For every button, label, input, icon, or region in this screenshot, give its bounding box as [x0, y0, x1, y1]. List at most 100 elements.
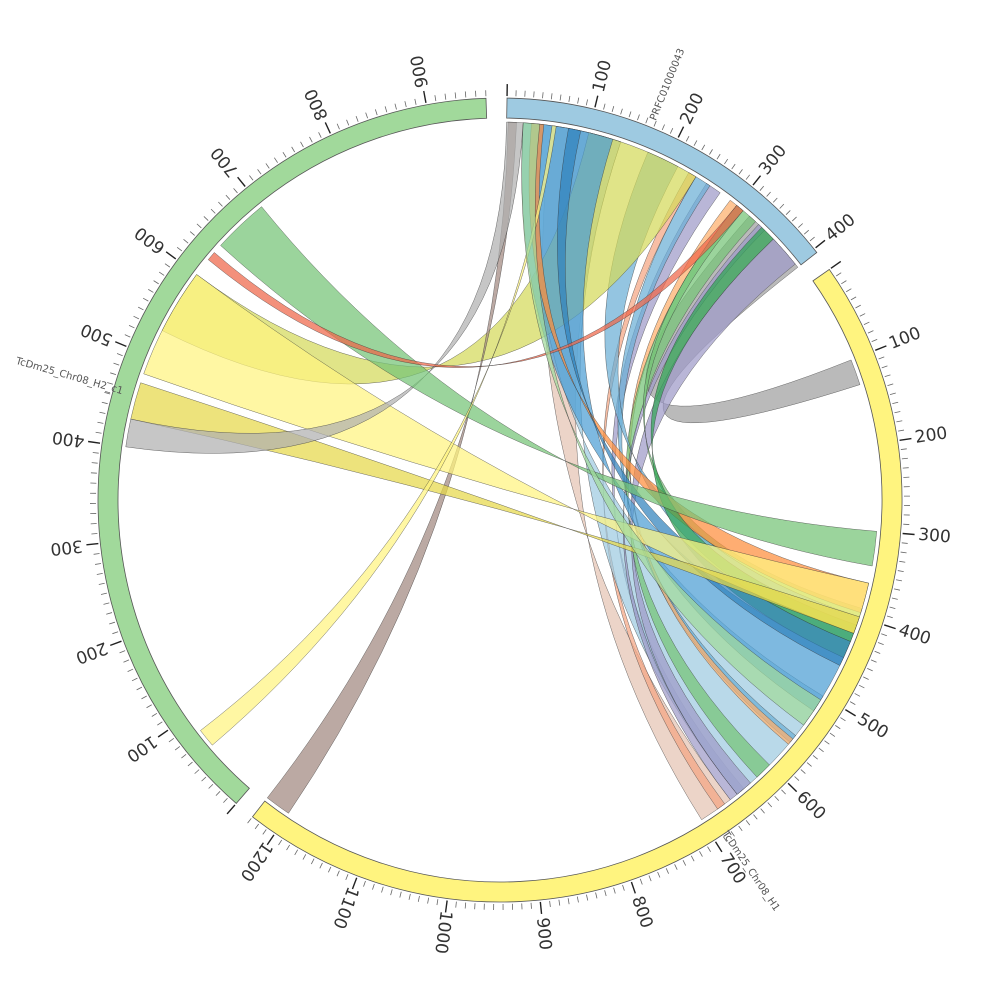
minor-tick [812, 755, 818, 760]
minor-tick [97, 421, 104, 424]
minor-tick [365, 112, 369, 119]
major-tick [677, 126, 685, 138]
major-tick [594, 95, 599, 108]
minor-tick [567, 898, 570, 905]
major-tick [157, 729, 169, 738]
minor-tick [753, 814, 758, 820]
minor-tick [550, 93, 553, 100]
minor-tick [779, 203, 785, 209]
minor-tick [254, 823, 260, 830]
major-tick [815, 239, 826, 249]
minor-tick [128, 325, 135, 329]
minor-tick [286, 844, 291, 851]
minor-tick [247, 818, 252, 824]
minor-tick [701, 144, 706, 151]
minor-tick [98, 582, 105, 585]
minor-tick [603, 103, 606, 110]
major-tick [830, 260, 842, 269]
segment-arc-h2 [97, 97, 488, 804]
minor-tick [835, 725, 841, 730]
minor-tick [208, 783, 214, 789]
minor-tick [278, 839, 283, 846]
segment-name-h2: TcDm25_Chr08_H2_c1 [14, 356, 125, 397]
major-tick [630, 881, 636, 894]
minor-tick [92, 452, 99, 454]
minor-tick [648, 875, 652, 882]
major-tick [86, 542, 99, 546]
minor-tick [690, 855, 695, 862]
minor-tick [436, 899, 439, 906]
minor-tick [464, 91, 467, 98]
minor-tick [95, 563, 102, 565]
major-tick [899, 437, 912, 442]
major-tick [902, 532, 915, 536]
minor-tick [898, 429, 905, 432]
minor-tick [153, 280, 159, 285]
minor-tick [863, 321, 870, 326]
tick-label-prfc: 300 [755, 141, 791, 179]
minor-tick [881, 633, 888, 637]
minor-tick [568, 95, 571, 102]
minor-tick [894, 411, 901, 414]
minor-tick [806, 762, 812, 767]
minor-tick [151, 713, 158, 717]
minor-tick [781, 789, 786, 795]
minor-tick [549, 900, 551, 907]
minor-tick [637, 114, 640, 121]
minor-tick [201, 776, 207, 782]
minor-tick [233, 188, 238, 194]
minor-tick [874, 650, 881, 654]
minor-tick [878, 356, 885, 360]
link-ribbon-h2-prfc [200, 125, 557, 746]
minor-tick [273, 157, 278, 163]
minor-tick [699, 851, 703, 857]
link-ribbon-prfc-h1 [521, 122, 822, 726]
major-tick [109, 640, 122, 647]
minor-tick [611, 105, 615, 112]
minor-tick [176, 246, 183, 252]
minor-tick [723, 836, 727, 842]
tick-label-h2: 800 [301, 85, 333, 123]
minor-tick [294, 849, 299, 856]
minor-tick [384, 106, 388, 113]
minor-tick [803, 229, 809, 235]
minor-tick [772, 197, 778, 203]
minor-tick [116, 353, 123, 357]
minor-tick [889, 392, 896, 395]
minor-tick [731, 163, 736, 170]
minor-tick [891, 597, 898, 600]
minor-tick [767, 802, 773, 808]
tick-label-prfc: 400 [822, 210, 860, 246]
minor-tick [196, 223, 202, 229]
major-tick [423, 90, 427, 103]
minor-tick [133, 315, 140, 320]
minor-tick [95, 431, 102, 434]
minor-tick [109, 621, 116, 625]
minor-tick [585, 99, 588, 106]
minor-tick [336, 123, 340, 130]
minor-tick [91, 462, 98, 464]
link-ribbon-prfc-h1 [625, 204, 770, 778]
minor-tick [131, 677, 138, 682]
minor-tick [414, 98, 417, 105]
minor-tick [104, 391, 111, 395]
major-tick [883, 624, 896, 630]
minor-tick [138, 306, 144, 311]
minor-tick [141, 695, 147, 700]
major-tick [351, 877, 358, 890]
tick-label-prfc: 100 [589, 58, 616, 94]
ticks-layer [86, 84, 915, 914]
minor-tick [730, 831, 735, 837]
minor-tick [824, 740, 830, 745]
minor-tick [119, 650, 126, 654]
minor-tick [855, 304, 861, 309]
tick-label-h2: 500 [78, 319, 116, 350]
minor-tick [408, 893, 411, 900]
minor-tick [896, 420, 903, 423]
minor-tick [745, 820, 751, 826]
minor-tick [895, 579, 903, 582]
minor-tick [300, 141, 304, 148]
major-tick [226, 804, 236, 815]
minor-tick [892, 401, 899, 405]
minor-tick [189, 231, 195, 236]
